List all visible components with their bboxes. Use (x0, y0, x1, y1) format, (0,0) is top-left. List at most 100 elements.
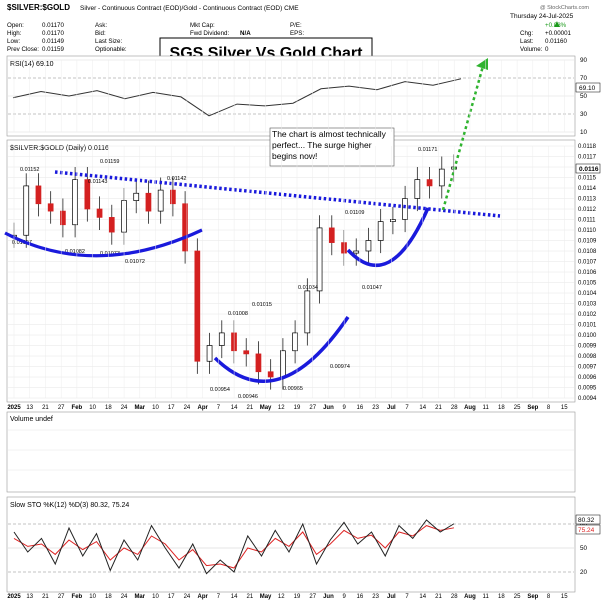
candle (170, 189, 176, 205)
rsi-tick-label: 50 (580, 93, 588, 100)
x-tick-label: Feb (72, 594, 83, 600)
sto-k-last: 80.32 (578, 517, 595, 524)
date-label: Thursday 24-Jul-2025 (510, 13, 574, 20)
x-tick-label: 7 (217, 594, 221, 600)
x-tick-label: 13 (26, 594, 33, 600)
price-panel: $SILVER:$GOLD (Daily) 0.0116 0.0118 0.011… (4, 58, 601, 403)
candle (292, 332, 298, 352)
candle (402, 198, 408, 220)
stat-value: 0.01159 (42, 46, 64, 53)
rsi-legend: RSI(14) 69.10 (10, 61, 54, 68)
x-tick-label: 21 (435, 405, 442, 411)
stat-value: 0.01170 (42, 30, 64, 37)
x-tick-label: 27 (309, 405, 316, 411)
price-label: 0.01047 (362, 285, 382, 291)
x-tick-label: 17 (168, 405, 175, 411)
price-label: 0.00954 (210, 387, 230, 393)
stat-value: 0.01160 (545, 38, 567, 45)
candle (145, 192, 152, 212)
x-tick-label: 18 (105, 594, 112, 600)
price-tick-label: 0.0113 (578, 197, 597, 203)
x-tick-label: 21 (435, 594, 442, 600)
candle (353, 250, 360, 254)
x-tick-label: 13 (26, 405, 33, 411)
stat-label: Prev Close: (7, 46, 39, 53)
x-tick-label: May (260, 405, 272, 411)
price-label: 0.01143 (88, 179, 107, 185)
price-tick-label: 0.0096 (578, 375, 597, 381)
price-tick-label: 0.0114 (578, 186, 597, 192)
symbol-description: Silver - Continuous Contract (EOD)/Gold … (80, 5, 299, 12)
sto-d-last: 75.24 (578, 527, 595, 534)
volume-panel: Volume undef (6, 411, 576, 493)
price-last-value: 0.0116 (579, 166, 599, 173)
x-tick-label: Jul (387, 594, 396, 600)
projection-arrow (441, 65, 485, 211)
x-tick-label: Jul (387, 405, 396, 411)
up-arrow-icon: ▲ (552, 19, 562, 30)
x-tick-label: Apr (197, 405, 208, 411)
rsi-tick-label: 70 (580, 75, 588, 82)
price-tick-label: 0.0098 (578, 354, 597, 360)
candle (182, 203, 188, 252)
x-tick-label: 24 (121, 594, 128, 600)
x-tick-label: 18 (498, 594, 505, 600)
stat-label: Mkt Cap: (190, 22, 215, 29)
stochastics-panel: Slow STO %K(12) %D(3) 80.32, 75.24 80 50 2… (6, 496, 601, 593)
stat-label: Low: (7, 38, 20, 45)
candle (47, 203, 54, 212)
stat-label: Optionable: (95, 46, 127, 53)
price-tick-label: 0.0118 (578, 144, 597, 150)
candle (426, 179, 433, 187)
price-tick-label: 0.0115 (578, 176, 597, 182)
copyright-label: @ StockCharts.com (540, 5, 589, 11)
candle (328, 227, 335, 243)
x-tick-label: 21 (246, 594, 253, 600)
candle (157, 189, 164, 212)
symbol-label: $SILVER:$GOLD (7, 3, 70, 12)
x-tick-label: May (260, 594, 272, 600)
price-label: 0.01171 (418, 147, 437, 153)
price-tick-label: 0.0105 (578, 281, 597, 287)
price-label: 0.01159 (100, 159, 119, 165)
stat-label: Fwd Dividend: (190, 30, 229, 37)
price-label: 0.00946 (238, 394, 258, 400)
price-tick-label: 0.0101 (578, 323, 597, 329)
price-label: 0.01072 (125, 259, 145, 265)
candle (23, 185, 30, 236)
x-tick-label: 21 (42, 405, 49, 411)
price-tick-label: 0.0112 (578, 207, 597, 213)
x-tick-label: 21 (246, 405, 253, 411)
candle (365, 240, 372, 252)
x-tick-label: 21 (42, 594, 49, 600)
rounded-top-arc-left (4, 228, 203, 258)
price-label: 0.00965 (283, 386, 303, 392)
stat-label: Bid: (95, 30, 106, 37)
x-tick-label: 7 (405, 405, 409, 411)
x-tick-label: 10 (89, 405, 96, 411)
x-tick-label: Apr (197, 594, 208, 600)
rsi-line (12, 78, 462, 117)
stat-value: 0.01149 (42, 38, 64, 45)
x-tick-label: 9 (342, 594, 346, 600)
x-tick-label: 2025 (7, 405, 21, 411)
price-tick-label: 0.0110 (578, 228, 597, 234)
candle (390, 219, 396, 222)
x-tick-label: 14 (231, 405, 238, 411)
rsi-last-value: 69.10 (579, 85, 596, 92)
x-tick-label: 9 (342, 405, 346, 411)
candle (377, 221, 384, 241)
x-tick-label: 2025 (7, 594, 21, 600)
sto-d-line (13, 525, 455, 569)
candle (96, 208, 103, 218)
x-tick-label: 14 (419, 594, 426, 600)
x-tick-label: Jun (323, 405, 334, 411)
x-tick-label: 15 (561, 405, 568, 411)
rsi-tick-label: 30 (580, 111, 588, 118)
stat-value: +0.00001 (545, 30, 572, 37)
stat-label: P/E: (290, 22, 302, 29)
sto-tick-label: 20 (580, 569, 588, 576)
price-tick-label: 0.0108 (578, 249, 597, 255)
x-tick-label: 11 (483, 594, 490, 600)
